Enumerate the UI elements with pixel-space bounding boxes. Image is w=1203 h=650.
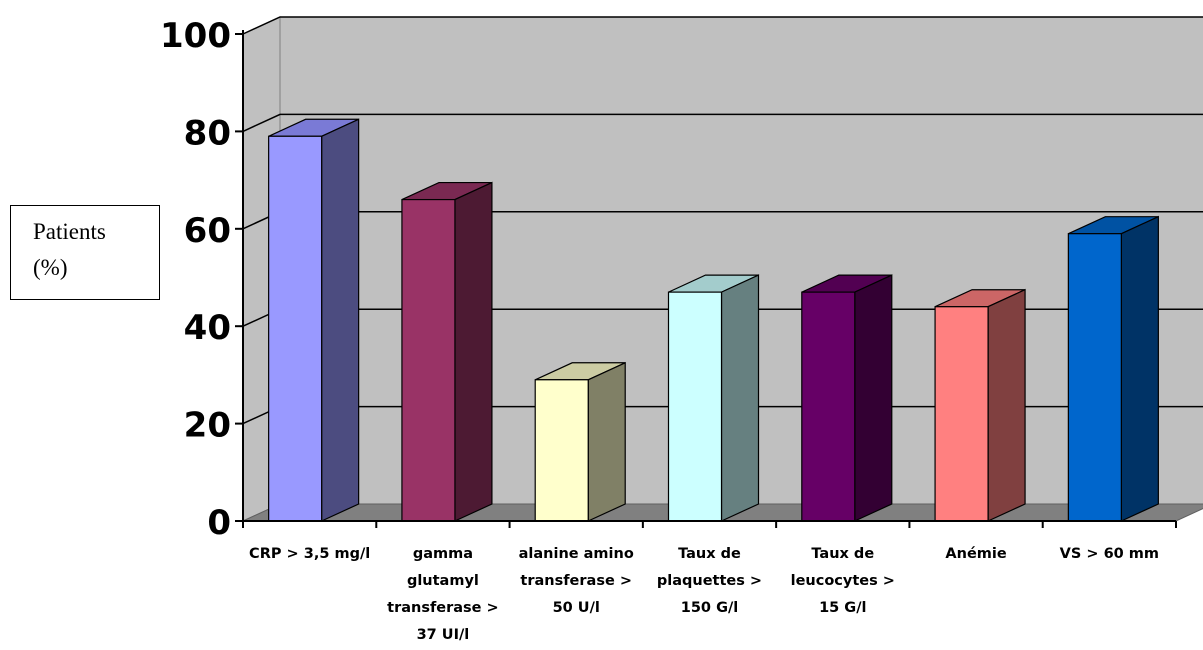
- bar-side: [454, 181, 493, 522]
- x-tick-label: Taux de leucocytes >15 G/l: [791, 546, 895, 616]
- bar: [1067, 215, 1159, 522]
- bar-front: [401, 198, 456, 522]
- y-axis-label-line-2: (%): [33, 255, 68, 280]
- x-tick-label: Anémie: [945, 546, 1006, 562]
- y-tick-label: 20: [184, 406, 231, 446]
- x-tick-label: VS > 60 mm: [1060, 546, 1159, 562]
- bars: [268, 118, 1159, 522]
- bar: [667, 274, 760, 522]
- bar-front: [268, 135, 323, 522]
- y-tick-labels: 0 20 40 60 80 100: [160, 16, 231, 543]
- bar: [268, 118, 360, 522]
- x-tick-labels: CRP > 3,5 mg/l gamma glutamyl transferase >…: [249, 546, 1159, 643]
- x-tick-label: Taux de plaquettes >150 G/l: [657, 546, 762, 616]
- bar-side: [321, 118, 360, 522]
- y-tick-label: 60: [184, 211, 231, 251]
- y-tick-label: 0: [207, 503, 231, 543]
- bar: [534, 361, 626, 522]
- bar-side: [1120, 215, 1159, 522]
- gridline: [242, 16, 1203, 35]
- bar: [401, 181, 493, 522]
- bar-front: [1067, 233, 1122, 522]
- bar-front: [934, 306, 989, 522]
- bar-front: [801, 291, 856, 522]
- bar-front: [667, 291, 723, 522]
- y-axis-label: Patients (%): [10, 205, 160, 300]
- gridline: [242, 113, 1203, 133]
- x-tick-label: gamma glutamyl transferase >37 UI/l: [387, 546, 499, 643]
- bar-side: [587, 361, 626, 522]
- y-tick-label: 100: [160, 16, 231, 56]
- bar-side: [720, 274, 760, 522]
- axes: [235, 30, 1177, 528]
- bar: [801, 274, 893, 522]
- x-tick-label: CRP > 3,5 mg/l: [249, 546, 370, 562]
- x-tick-label: alanine amino transferase >50 U/l: [519, 546, 634, 616]
- y-axis-label-line-1: Patients: [33, 219, 106, 244]
- bar: [934, 288, 1026, 522]
- y-tick-label: 40: [184, 308, 231, 348]
- bar-front: [534, 379, 589, 522]
- bar-side: [987, 288, 1026, 522]
- bar-side: [854, 274, 893, 522]
- y-tick-label: 80: [184, 113, 231, 153]
